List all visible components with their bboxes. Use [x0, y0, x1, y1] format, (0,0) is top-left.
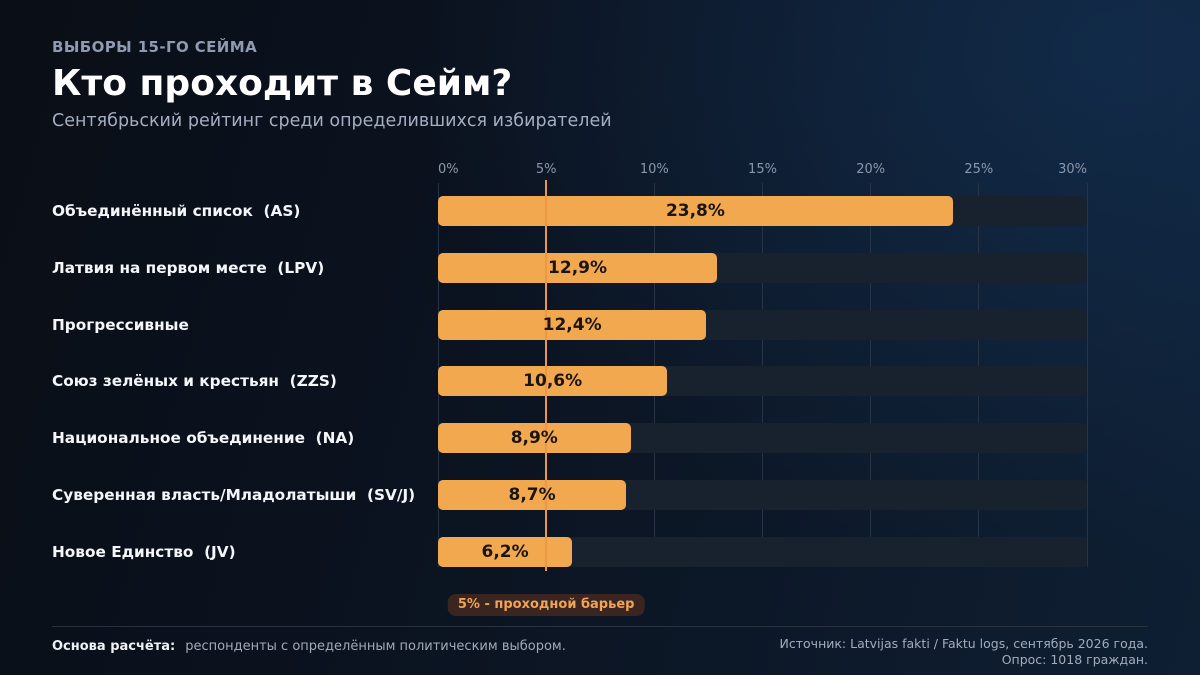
category-label: Новое Единство (JV) [52, 542, 236, 561]
category-label: Суверенная власть/Младолатыши (SV/J) [52, 486, 416, 505]
category-label: Объединённый список (AS) [52, 202, 301, 220]
bar [438, 252, 718, 283]
bar [438, 196, 953, 226]
bar-row: Национальное объединение (NA) 8,9% [0, 423, 1100, 454]
value-label: 10,6% [523, 371, 583, 392]
x-tick-label: 0% [438, 162, 459, 177]
value-label: 6,2% [481, 541, 529, 562]
source-line: Источник: Latvijas fakti / Faktu logs, с… [779, 636, 1148, 651]
bar-row: Союз зелёных и крестьян (ZZS) 10,6% [0, 366, 1100, 397]
bar [438, 480, 627, 511]
horizontal-bar-chart: 0% 5% 10% 15% 20% 25% 30% Объединённый список (… [0, 150, 1200, 630]
value-label: 23,8% [665, 201, 725, 221]
value-label: 12,4% [542, 314, 602, 335]
x-tick-label: 15% [748, 162, 777, 177]
subtitle: Сентябрьский рейтинг среди определившихс… [52, 111, 612, 131]
category-label: Латвия на первом месте (LPV) [52, 258, 325, 277]
bar-row: Суверенная власть/Младолатыши (SV/J) 8,7% [0, 480, 1100, 511]
category-label: Союз зелёных и крестьян (ZZS) [52, 372, 337, 391]
bar-row: Объединённый список (AS) 23,8% [0, 196, 1100, 226]
x-tick-label: 25% [964, 162, 994, 177]
gridline [1086, 183, 1088, 567]
x-tick-label: 30% [1058, 162, 1087, 177]
basis-note: Основа расчёта: респонденты с определённы… [52, 638, 566, 656]
bar [438, 366, 668, 397]
value-label: 8,9% [510, 428, 558, 449]
value-label: 8,7% [508, 485, 556, 506]
basis-label: Основа расчёта: [52, 639, 176, 654]
source-note: Источник: Latvijas fakti / Faktu logs, с… [780, 636, 1148, 668]
bar-row: Латвия на первом месте (LPV) 12,9% [0, 252, 1100, 283]
x-tick-label: 10% [639, 162, 669, 177]
footer-divider [52, 626, 1148, 627]
kicker: ВЫБОРЫ 15-ГО СЕЙМА [52, 38, 258, 56]
bar-row: Новое Единство (JV) 6,2% [0, 536, 1100, 567]
value-label: 12,9% [548, 257, 608, 278]
category-label: Национальное объединение (NA) [52, 429, 355, 448]
bar [438, 309, 707, 340]
bar [438, 423, 631, 454]
bar-row: Прогрессивные 12,4% [0, 309, 1100, 340]
sample-size-line: Опрос: 1018 граждан. [1001, 652, 1148, 667]
category-label: Прогрессивные [52, 315, 189, 334]
x-tick-label: 5% [535, 162, 557, 177]
threshold-line [545, 180, 548, 571]
basis-text: респонденты с определённым политическим … [185, 639, 566, 654]
bar [438, 536, 573, 567]
x-tick-label: 20% [856, 162, 886, 177]
threshold-badge: 5% - проходной барьер [447, 594, 645, 616]
page-title: Кто проходит в Сейм? [52, 63, 513, 104]
